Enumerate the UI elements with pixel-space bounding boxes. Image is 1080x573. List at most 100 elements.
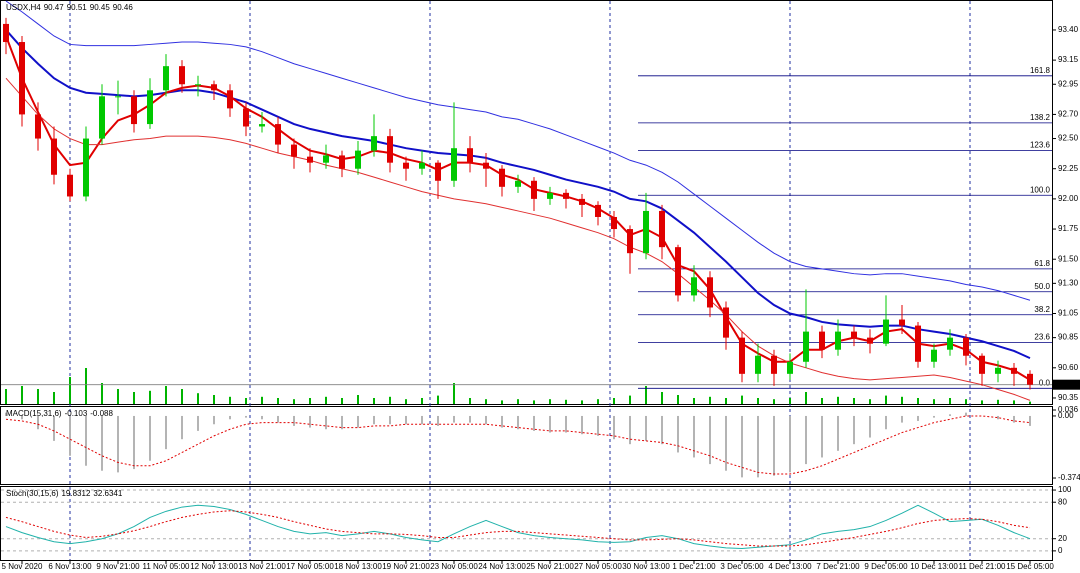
- macd-bar: [485, 415, 487, 425]
- volume-bar: [597, 399, 599, 404]
- main-panel-frame: [0, 0, 1053, 405]
- volume-bar: [213, 395, 215, 404]
- volume-bar: [389, 396, 391, 404]
- main-header: USDX,H4 90.47 90.51 90.45 90.46: [6, 3, 136, 12]
- macd-bar: [181, 415, 183, 440]
- macd-bar: [917, 415, 919, 421]
- x-tick-label: 18 Nov 13:00: [334, 562, 382, 571]
- volume-bar: [533, 400, 535, 404]
- x-tick-label: 13 Nov 21:00: [238, 562, 286, 571]
- macd-bar: [117, 415, 119, 473]
- x-tick-label: 10 Dec 13:00: [910, 562, 958, 571]
- candle-body: [963, 337, 969, 356]
- volume-bar: [149, 390, 151, 404]
- macd-bar: [53, 415, 55, 441]
- macd-bar: [5, 412, 7, 416]
- x-tick-label: 15 Dec 05:00: [1006, 562, 1054, 571]
- candle-body: [83, 138, 89, 197]
- volume-bar: [725, 398, 727, 404]
- candle-body: [131, 96, 137, 125]
- x-tick-label: 17 Nov 05:00: [286, 562, 334, 571]
- macd-bar: [997, 415, 999, 420]
- macd-bar: [213, 415, 215, 425]
- candle-body: [707, 277, 713, 308]
- volume-bar: [933, 399, 935, 404]
- candle-body: [771, 355, 777, 374]
- macd-label: MACD(15,31,6): [6, 409, 62, 418]
- stoch-panel-frame: [0, 486, 1053, 561]
- y-tick-label: 93.40: [1058, 25, 1079, 34]
- volume-bar: [581, 400, 583, 404]
- volume-bar: [789, 398, 791, 404]
- macd-bar: [1013, 415, 1015, 423]
- symbol: USDX,H4: [6, 3, 41, 12]
- macd-bar: [661, 415, 663, 445]
- candle-body: [659, 210, 665, 248]
- volume-bar: [805, 392, 807, 404]
- candle-body: [19, 42, 25, 115]
- candle-body: [931, 349, 937, 362]
- volume-bar: [245, 398, 247, 404]
- moving-average: [5, 35, 1031, 381]
- candle-body: [1027, 373, 1033, 385]
- candle-body: [227, 90, 233, 109]
- stoch-signal-value: 32.6341: [93, 489, 123, 498]
- volume-bar: [965, 399, 967, 404]
- volume-bar: [405, 399, 407, 404]
- fib-label: 138.2: [1030, 113, 1051, 122]
- macd-bar: [581, 415, 583, 435]
- volume-bar: [309, 398, 311, 404]
- moving-average: [5, 77, 1031, 401]
- macd-bar: [421, 415, 423, 425]
- candle-body: [867, 337, 873, 344]
- volume-bar: [709, 396, 711, 404]
- volume-bar: [501, 400, 503, 404]
- macd-bar: [197, 415, 199, 431]
- volume-bar: [341, 398, 343, 404]
- candle-body: [643, 210, 649, 254]
- macd-bar: [789, 415, 791, 473]
- x-tick-label: 4 Dec 13:00: [768, 562, 812, 571]
- candle-body: [787, 361, 793, 374]
- macd-bar: [437, 415, 439, 426]
- volume-bar: [853, 398, 855, 404]
- macd-bar: [133, 415, 135, 470]
- macd-bar: [277, 415, 279, 423]
- macd-bar: [309, 415, 311, 428]
- macd-bar: [501, 415, 503, 428]
- y-tick-label: 0.00: [1058, 411, 1074, 420]
- macd-bar: [949, 414, 951, 416]
- volume-bar: [661, 392, 663, 404]
- candle-body: [403, 162, 409, 169]
- macd-bar: [693, 415, 695, 458]
- macd-bar: [85, 415, 87, 466]
- macd-bar: [885, 415, 887, 430]
- macd-header: MACD(15,31,6) -0.103 -0.088: [6, 409, 116, 418]
- x-tick-label: 11 Nov 05:00: [143, 562, 191, 571]
- macd-bar: [37, 415, 39, 430]
- volume-bar: [229, 396, 231, 404]
- candle-body: [211, 84, 217, 91]
- macd-bar: [293, 415, 295, 426]
- macd-bar: [101, 415, 103, 471]
- y-tick-label: 92.50: [1058, 134, 1079, 143]
- candle-body: [579, 198, 585, 205]
- stoch-main-value: 19.8312: [61, 489, 91, 498]
- candle-body: [419, 162, 425, 169]
- volume-bar: [981, 400, 983, 404]
- x-tick-label: 19 Nov 21:00: [382, 562, 430, 571]
- candle-body: [259, 124, 265, 127]
- macd-bar: [261, 415, 263, 420]
- macd-bar: [837, 415, 839, 451]
- macd-bar: [341, 415, 343, 430]
- candle-body: [531, 180, 537, 199]
- volume-bar: [37, 389, 39, 404]
- macd-bar: [597, 415, 599, 436]
- y-tick-label: 93.15: [1058, 55, 1079, 64]
- volume-bar: [325, 396, 327, 404]
- y-tick-label: 91.30: [1058, 278, 1079, 287]
- candle-body: [451, 148, 457, 181]
- y-tick-label: 0.036: [1058, 405, 1079, 414]
- y-tick-label: 92.25: [1058, 164, 1079, 173]
